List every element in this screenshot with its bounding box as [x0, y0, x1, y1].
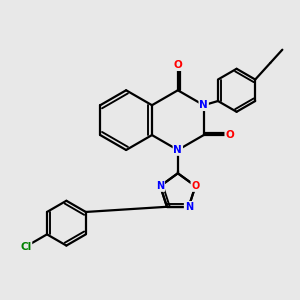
Text: Cl: Cl: [20, 242, 32, 252]
Text: N: N: [173, 145, 182, 155]
Text: O: O: [225, 130, 234, 140]
Text: N: N: [199, 100, 208, 110]
Text: O: O: [191, 181, 200, 191]
Text: N: N: [156, 181, 164, 191]
Text: O: O: [173, 60, 182, 70]
Text: N: N: [185, 202, 193, 212]
